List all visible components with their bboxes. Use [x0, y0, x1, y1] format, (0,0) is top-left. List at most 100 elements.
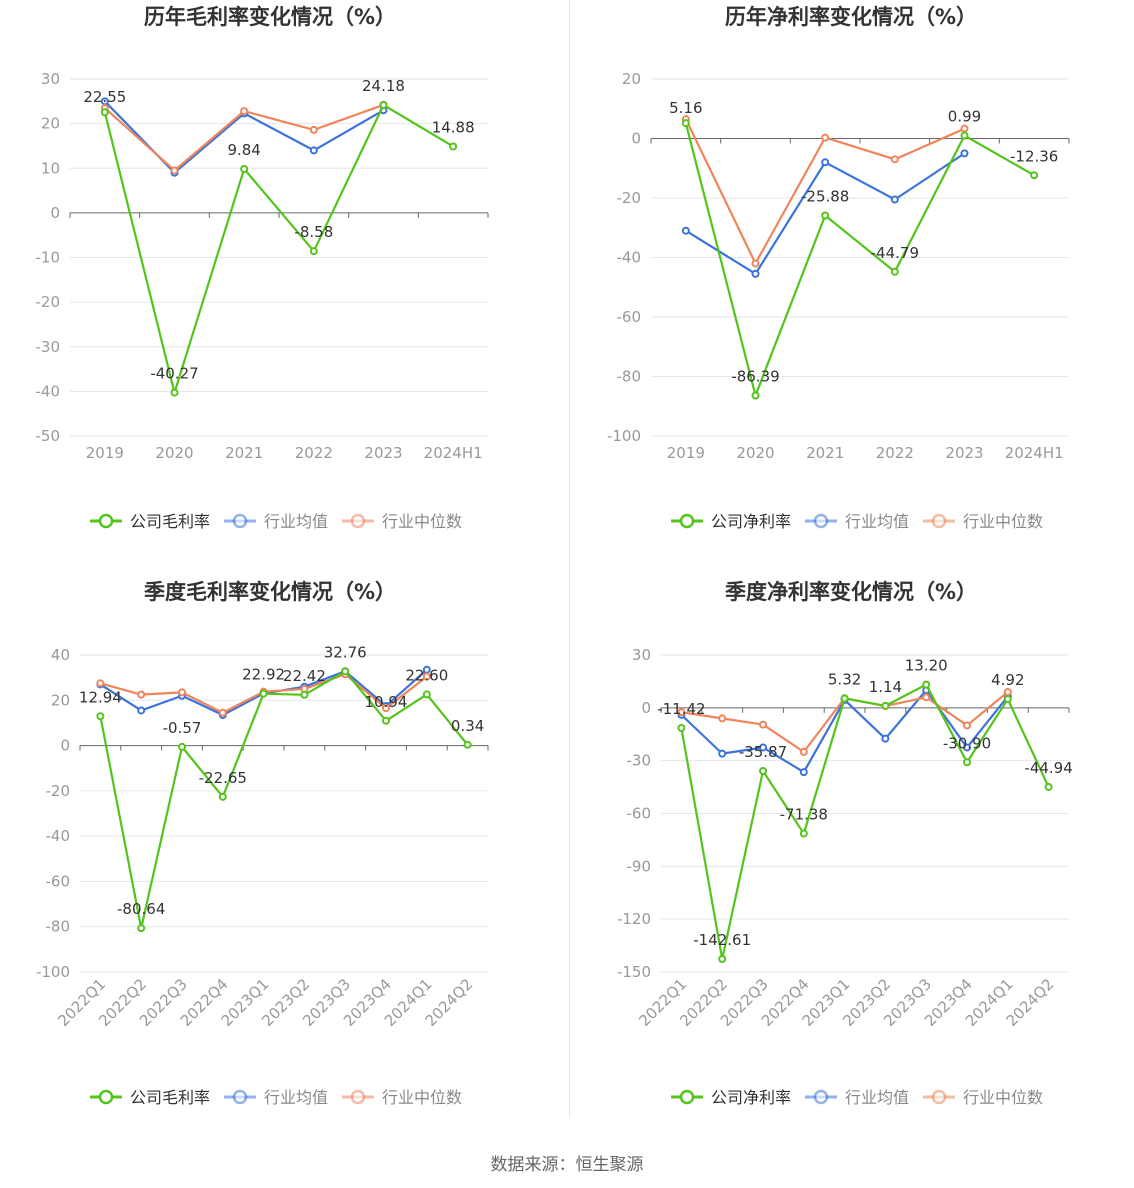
- legend-label: 公司毛利率: [130, 512, 210, 531]
- x-tick-label: 2023: [364, 444, 402, 462]
- y-tick-label: -10: [36, 249, 61, 267]
- y-tick-label: -120: [617, 910, 651, 928]
- data-label: -0.57: [163, 719, 202, 737]
- legend-marker: [98, 513, 114, 529]
- data-point: [821, 133, 830, 142]
- legend-marker: [813, 513, 829, 529]
- data-point: [137, 690, 146, 699]
- data-point: [681, 226, 690, 235]
- data-label: -30.90: [943, 734, 991, 752]
- x-tick-label: 2024H1: [424, 444, 483, 462]
- data-label: 22.60: [405, 666, 448, 684]
- x-tick-label: 2021: [225, 444, 263, 462]
- data-label: 4.92: [991, 671, 1024, 689]
- data-point: [300, 690, 309, 699]
- data-label: 0.99: [948, 108, 981, 126]
- data-point: [341, 667, 350, 676]
- data-point: [422, 690, 431, 699]
- legend-marker: [813, 1089, 829, 1105]
- data-label: -44.79: [871, 244, 919, 262]
- data-point: [963, 743, 971, 752]
- data-point: [960, 131, 969, 140]
- data-point: [922, 680, 931, 689]
- data-point: [963, 721, 971, 730]
- data-point: [218, 708, 227, 717]
- data-label: -12.36: [1010, 147, 1058, 165]
- y-tick-label: -20: [36, 293, 61, 311]
- data-point: [751, 391, 760, 400]
- y-tick-label: -100: [607, 427, 641, 445]
- y-tick-label: 0: [50, 204, 60, 222]
- data-point: [890, 195, 899, 204]
- y-tick-label: -80: [617, 368, 642, 386]
- y-tick-label: -80: [46, 918, 71, 936]
- data-point: [960, 124, 969, 133]
- data-label: 22.92: [242, 666, 285, 684]
- data-label: 10.94: [365, 693, 408, 711]
- data-point: [799, 768, 808, 777]
- data-point: [881, 701, 890, 710]
- legend-label: 行业均值: [264, 1088, 328, 1107]
- legend-marker: [679, 513, 695, 529]
- data-point: [960, 149, 969, 158]
- data-point: [922, 693, 931, 702]
- y-tick-label: -60: [627, 805, 652, 823]
- data-point: [799, 829, 808, 838]
- data-point: [449, 142, 458, 151]
- y-tick-label: -50: [36, 427, 61, 445]
- y-tick-label: -30: [36, 338, 61, 356]
- data-point: [309, 146, 318, 155]
- chart-title: 历年毛利率变化情况（%）: [144, 5, 396, 29]
- series-line-0: [684, 122, 1035, 397]
- data-label: -71.38: [780, 806, 828, 824]
- y-tick-label: 40: [51, 646, 70, 664]
- y-tick-label: 30: [41, 70, 60, 88]
- legend-label: 行业中位数: [963, 512, 1043, 531]
- x-tick-label: 2024H1: [1005, 444, 1064, 462]
- y-tick-label: 10: [41, 159, 60, 177]
- data-point: [759, 720, 767, 729]
- data-label: -142.61: [693, 931, 751, 949]
- data-label: -86.39: [731, 368, 779, 386]
- data-label: -8.58: [294, 223, 333, 241]
- quarterly-net-margin-svg: 季度净利率变化情况（%）300-30-60-90-120-1502022Q120…: [617, 580, 1073, 1107]
- legend-label: 行业均值: [845, 512, 909, 531]
- quarterly-net-margin-chart: 季度净利率变化情况（%） 30 0 -30 -60 -90 -120 -150 2022Q1 20…: [581, 575, 1134, 1142]
- y-tick-label: 0: [60, 737, 70, 755]
- data-point: [1044, 782, 1053, 791]
- data-point: [681, 119, 690, 128]
- data-point: [137, 924, 146, 933]
- y-tick-label: 20: [41, 115, 60, 133]
- data-point: [96, 679, 105, 688]
- y-tick-label: -100: [36, 963, 70, 981]
- data-label: 5.16: [669, 99, 702, 117]
- legend-label: 公司毛利率: [130, 1088, 210, 1107]
- legend-marker: [679, 1089, 695, 1105]
- data-point: [821, 211, 830, 220]
- legend-label: 公司净利率: [711, 1088, 791, 1107]
- data-point: [382, 716, 390, 725]
- data-label: -22.65: [199, 769, 247, 787]
- data-label: 12.94: [79, 688, 122, 706]
- data-label: 32.76: [324, 643, 367, 661]
- data-point: [463, 740, 472, 749]
- x-tick-label: 2019: [667, 444, 705, 462]
- data-point: [718, 714, 727, 723]
- x-tick-label: 2020: [155, 444, 193, 462]
- legend-marker: [232, 513, 248, 529]
- legend-marker: [98, 1089, 114, 1105]
- data-point: [718, 954, 727, 963]
- legend-label: 行业中位数: [963, 1088, 1043, 1107]
- data-point: [137, 706, 146, 715]
- y-tick-label: 20: [622, 70, 641, 88]
- y-tick-label: 0: [631, 130, 641, 148]
- data-point: [170, 166, 179, 175]
- data-point: [1003, 687, 1012, 696]
- data-point: [881, 734, 890, 743]
- y-tick-label: -20: [46, 782, 71, 800]
- data-point: [309, 247, 318, 256]
- data-point: [259, 689, 268, 698]
- data-point: [422, 672, 431, 681]
- x-tick-label: 2021: [806, 444, 844, 462]
- y-tick-label: 30: [632, 646, 651, 664]
